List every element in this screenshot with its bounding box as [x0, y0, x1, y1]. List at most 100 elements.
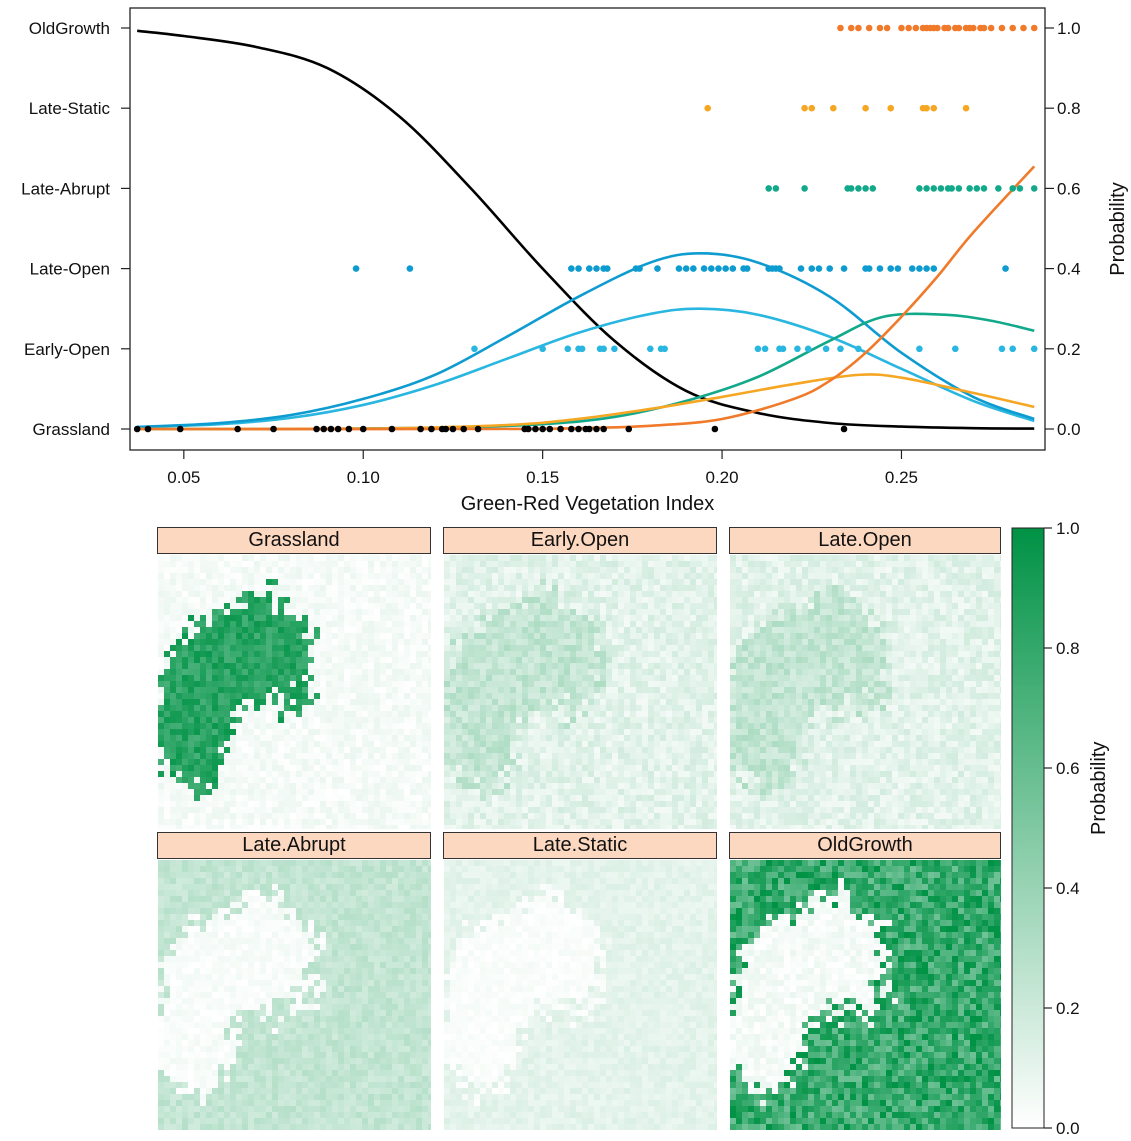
point-late-open — [690, 265, 697, 272]
point-late-open — [722, 265, 729, 272]
point-oldgrowth — [866, 25, 873, 32]
point-late-open — [798, 265, 805, 272]
x-tick-label: 0.15 — [526, 468, 559, 487]
colorbar-tick-label: 0.8 — [1056, 639, 1080, 658]
point-grassland — [270, 426, 277, 433]
probability-tick-label: 0.4 — [1057, 260, 1081, 279]
point-late-open — [923, 265, 930, 272]
probability-axis-label: Probability — [1107, 182, 1129, 275]
point-late-abrupt — [995, 185, 1002, 192]
point-late-abrupt — [1009, 185, 1016, 192]
point-early-open — [647, 346, 654, 353]
point-late-static — [887, 105, 894, 112]
point-late-abrupt — [1031, 185, 1038, 192]
point-grassland — [234, 426, 241, 433]
point-grassland — [593, 426, 600, 433]
point-late-static — [830, 105, 837, 112]
point-grassland — [328, 426, 335, 433]
map-late-static — [444, 860, 717, 1130]
point-early-open — [539, 346, 546, 353]
map-oldgrowth — [730, 860, 1001, 1130]
point-early-open — [1031, 346, 1038, 353]
point-late-static — [862, 105, 869, 112]
point-grassland — [568, 426, 575, 433]
point-oldgrowth — [988, 25, 995, 32]
category-label-late-open: Late-Open — [30, 260, 110, 279]
point-early-open — [837, 346, 844, 353]
point-late-open — [683, 265, 690, 272]
probability-tick-label: 0.8 — [1057, 99, 1081, 118]
point-early-open — [999, 346, 1006, 353]
probability-tick-label: 0.6 — [1057, 179, 1081, 198]
point-late-open — [701, 265, 708, 272]
point-late-open — [877, 265, 884, 272]
point-oldgrowth — [898, 25, 905, 32]
point-late-open — [636, 265, 643, 272]
point-late-open — [776, 265, 783, 272]
point-early-open — [471, 346, 478, 353]
probability-tick-label: 0.0 — [1057, 420, 1081, 439]
point-late-open — [841, 265, 848, 272]
point-oldgrowth — [945, 25, 952, 32]
point-late-abrupt — [938, 185, 945, 192]
point-late-static — [963, 105, 970, 112]
point-early-open — [805, 346, 812, 353]
point-early-open — [794, 346, 801, 353]
point-grassland — [320, 426, 327, 433]
category-label-early-open: Early-Open — [24, 340, 110, 359]
point-grassland — [428, 426, 435, 433]
point-grassland — [177, 426, 184, 433]
map-late-open — [730, 555, 1001, 829]
colorbar-tick-label: 0.6 — [1056, 759, 1080, 778]
point-oldgrowth — [956, 25, 963, 32]
point-oldgrowth — [905, 25, 912, 32]
point-oldgrowth — [1020, 25, 1027, 32]
colorbar-tick-label: 0.0 — [1056, 1119, 1080, 1136]
point-grassland — [539, 426, 546, 433]
category-label-late-static: Late-Static — [29, 99, 111, 118]
point-late-abrupt — [916, 185, 923, 192]
point-late-open — [909, 265, 916, 272]
category-label-late-abrupt: Late-Abrupt — [21, 179, 110, 198]
map-late-abrupt — [158, 860, 431, 1130]
point-early-open — [579, 346, 586, 353]
curve-late-open — [137, 253, 1034, 427]
point-late-static — [801, 105, 808, 112]
point-early-open — [611, 346, 618, 353]
point-grassland — [600, 426, 607, 433]
point-late-abrupt — [930, 185, 937, 192]
point-oldgrowth — [855, 25, 862, 32]
probability-tick-label: 1.0 — [1057, 19, 1081, 38]
point-early-open — [916, 346, 923, 353]
point-late-open — [730, 265, 737, 272]
panel-strip-early-open: Early.Open — [443, 527, 717, 554]
point-grassland — [145, 426, 152, 433]
point-late-abrupt — [765, 185, 772, 192]
point-early-open — [855, 346, 862, 353]
point-early-open — [564, 346, 571, 353]
map-raster — [730, 860, 1001, 1130]
point-late-abrupt — [1017, 185, 1024, 192]
colorbar-title: Probability — [1088, 742, 1111, 835]
point-oldgrowth — [1009, 25, 1016, 32]
point-late-static — [704, 105, 711, 112]
point-grassland — [360, 426, 367, 433]
point-late-open — [676, 265, 683, 272]
point-grassland — [841, 426, 848, 433]
point-late-abrupt — [862, 185, 869, 192]
point-late-open — [930, 265, 937, 272]
point-early-open — [780, 346, 787, 353]
point-early-open — [1009, 346, 1016, 353]
map-raster — [444, 555, 717, 829]
point-grassland — [525, 426, 532, 433]
point-grassland — [313, 426, 320, 433]
x-tick-label: 0.25 — [885, 468, 918, 487]
point-grassland — [460, 426, 467, 433]
point-grassland — [450, 426, 457, 433]
point-grassland — [134, 426, 141, 433]
point-oldgrowth — [981, 25, 988, 32]
map-raster — [444, 860, 717, 1130]
point-late-open — [1002, 265, 1009, 272]
point-late-abrupt — [869, 185, 876, 192]
